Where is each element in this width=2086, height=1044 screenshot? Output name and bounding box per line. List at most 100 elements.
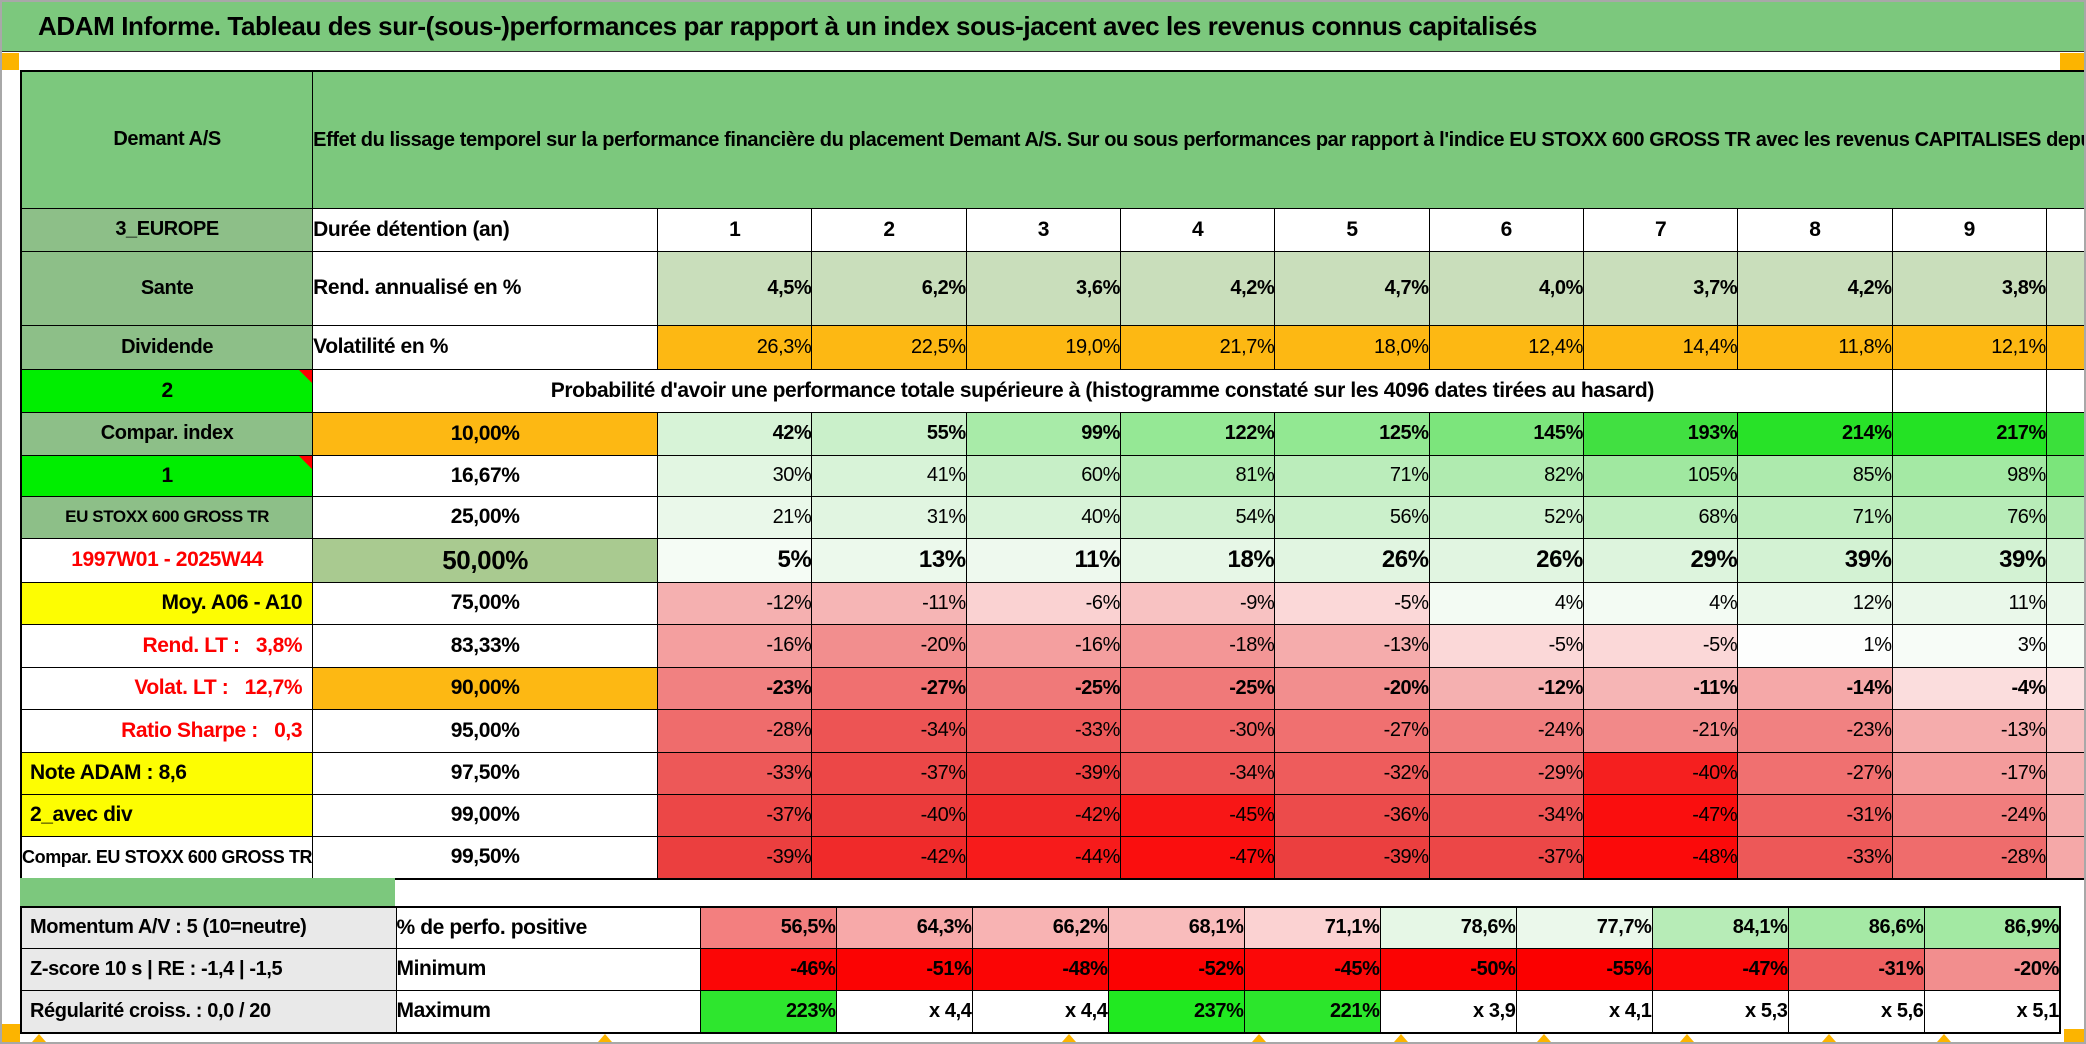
value-cell[interactable]: 99% bbox=[965, 411, 1122, 456]
value-cell[interactable]: -40% bbox=[811, 793, 967, 837]
value-cell[interactable]: 105% bbox=[1582, 454, 1739, 497]
value-cell[interactable]: -20% bbox=[1274, 666, 1430, 710]
metric-label-cell[interactable]: 95,00% bbox=[312, 708, 659, 753]
value-cell[interactable]: 3% bbox=[1891, 623, 2047, 668]
value-cell[interactable]: 71% bbox=[1274, 454, 1430, 497]
value-cell[interactable]: 4% bbox=[1582, 581, 1739, 625]
value-cell[interactable]: 84,1% bbox=[1651, 906, 1789, 949]
value-cell[interactable]: -33% bbox=[965, 708, 1122, 753]
investment-name-cell[interactable]: Demant A/S bbox=[20, 70, 314, 209]
value-cell[interactable]: -29% bbox=[1428, 751, 1584, 795]
value-cell[interactable]: 14,4% bbox=[1582, 324, 1739, 370]
value-cell[interactable]: -39% bbox=[657, 835, 813, 880]
value-cell[interactable]: 4,7% bbox=[1274, 250, 1430, 326]
value-cell[interactable]: -12% bbox=[657, 581, 813, 625]
value-cell[interactable]: -13% bbox=[1274, 623, 1430, 668]
value-cell[interactable]: 54% bbox=[1120, 495, 1276, 539]
value-cell[interactable]: 1 bbox=[657, 207, 813, 252]
value-cell[interactable]: 26,3% bbox=[657, 324, 813, 370]
value-cell[interactable]: x 4,1 bbox=[1515, 989, 1653, 1034]
value-cell[interactable]: x 4,4 bbox=[835, 989, 973, 1034]
value-cell[interactable]: x 4,4 bbox=[971, 989, 1109, 1034]
value-cell[interactable]: -18% bbox=[1120, 623, 1276, 668]
value-cell[interactable]: 26% bbox=[1274, 537, 1430, 583]
value-cell[interactable]: -27% bbox=[811, 666, 967, 710]
value-cell[interactable]: -42% bbox=[965, 793, 1122, 837]
value-cell[interactable]: 6,2% bbox=[811, 250, 967, 326]
value-cell[interactable]: 12,9% bbox=[2045, 324, 2084, 370]
metric-label-cell[interactable]: Minimum bbox=[395, 947, 701, 991]
value-cell[interactable]: -39% bbox=[965, 751, 1122, 795]
value-cell[interactable]: x 5,6 bbox=[1787, 989, 1925, 1034]
row-label-cell[interactable]: Z-score 10 s | RE : -1,4 | -1,5 bbox=[20, 947, 397, 991]
row-label-cell[interactable]: Rend. LT : 3,8% bbox=[20, 623, 314, 668]
value-cell[interactable]: -23% bbox=[657, 666, 813, 710]
metric-label-cell[interactable]: Maximum bbox=[395, 989, 701, 1034]
empty-cell[interactable] bbox=[2045, 368, 2084, 413]
value-cell[interactable]: -31% bbox=[1787, 947, 1925, 991]
value-cell[interactable]: 22,5% bbox=[811, 324, 967, 370]
value-cell[interactable]: 42% bbox=[657, 411, 813, 456]
value-cell[interactable]: 3,3% bbox=[2045, 250, 2084, 326]
value-cell[interactable]: -21% bbox=[1582, 708, 1739, 753]
value-cell[interactable]: -48% bbox=[1582, 835, 1739, 880]
value-cell[interactable]: -51% bbox=[835, 947, 973, 991]
metric-label-cell[interactable]: 99,00% bbox=[312, 793, 659, 837]
value-cell[interactable]: 8 bbox=[1737, 207, 1893, 252]
description-cell[interactable]: Effet du lissage temporel sur la perform… bbox=[312, 70, 2084, 209]
value-cell[interactable]: -24% bbox=[1891, 793, 2047, 837]
value-cell[interactable]: -50% bbox=[1379, 947, 1517, 991]
value-cell[interactable]: 56% bbox=[1274, 495, 1430, 539]
value-cell[interactable]: -28% bbox=[657, 708, 813, 753]
row-label-cell[interactable]: Volat. LT : 12,7% bbox=[20, 666, 314, 710]
value-cell[interactable]: -11% bbox=[2045, 751, 2084, 795]
value-cell[interactable]: -27% bbox=[1737, 751, 1893, 795]
value-cell[interactable]: 56,5% bbox=[699, 906, 837, 949]
value-cell[interactable]: 68,1% bbox=[1107, 906, 1245, 949]
value-cell[interactable]: 41% bbox=[811, 454, 967, 497]
value-cell[interactable]: 10 bbox=[2045, 207, 2084, 252]
row-label-cell[interactable]: 2_avec div bbox=[20, 793, 314, 837]
value-cell[interactable]: -4% bbox=[1891, 666, 2047, 710]
value-cell[interactable]: 86,9% bbox=[1923, 906, 2061, 949]
value-cell[interactable]: -25% bbox=[965, 666, 1122, 710]
row-label-cell[interactable]: Dividende bbox=[20, 324, 314, 370]
metric-label-cell[interactable]: 25,00% bbox=[312, 495, 659, 539]
value-cell[interactable]: 4% bbox=[2045, 623, 2084, 668]
metric-label-cell[interactable]: % de perfo. positive bbox=[395, 906, 701, 949]
value-cell[interactable]: 52% bbox=[1428, 495, 1584, 539]
row-label-cell[interactable]: 1997W01 - 2025W44 bbox=[20, 537, 314, 583]
value-cell[interactable]: 12,4% bbox=[1428, 324, 1584, 370]
value-cell[interactable]: 4,2% bbox=[1737, 250, 1893, 326]
value-cell[interactable]: -47% bbox=[1651, 947, 1789, 991]
value-cell[interactable]: 5 bbox=[1274, 207, 1430, 252]
row-label-cell[interactable]: Ratio Sharpe : 0,3 bbox=[20, 708, 314, 753]
value-cell[interactable]: -12% bbox=[1428, 666, 1584, 710]
value-cell[interactable]: -5% bbox=[1582, 623, 1739, 668]
row-label-cell[interactable]: Compar. index bbox=[20, 411, 314, 456]
value-cell[interactable]: 40% bbox=[965, 495, 1122, 539]
value-cell[interactable]: -47% bbox=[1120, 835, 1276, 880]
value-cell[interactable]: -46% bbox=[699, 947, 837, 991]
value-cell[interactable]: 4,2% bbox=[1120, 250, 1276, 326]
value-cell[interactable]: -13% bbox=[2045, 793, 2084, 837]
value-cell[interactable]: -9% bbox=[2045, 708, 2084, 753]
value-cell[interactable]: -5% bbox=[1428, 623, 1584, 668]
value-cell[interactable]: 71,1% bbox=[1243, 906, 1381, 949]
value-cell[interactable]: 217% bbox=[1891, 411, 2047, 456]
value-cell[interactable]: 6 bbox=[1428, 207, 1584, 252]
value-cell[interactable]: -52% bbox=[1107, 947, 1245, 991]
value-cell[interactable]: 4 bbox=[1120, 207, 1276, 252]
value-cell[interactable]: 3,6% bbox=[965, 250, 1122, 326]
value-cell[interactable]: -25% bbox=[1120, 666, 1276, 710]
value-cell[interactable]: 39% bbox=[1737, 537, 1893, 583]
value-cell[interactable]: 86,6% bbox=[1787, 906, 1925, 949]
value-cell[interactable]: x 5,3 bbox=[1651, 989, 1789, 1034]
value-cell[interactable]: 198% bbox=[2045, 411, 2084, 456]
value-cell[interactable]: -34% bbox=[1428, 793, 1584, 837]
value-cell[interactable]: 55% bbox=[811, 411, 967, 456]
value-cell[interactable]: 71% bbox=[1737, 495, 1893, 539]
value-cell[interactable]: 19,0% bbox=[965, 324, 1122, 370]
value-cell[interactable]: -5% bbox=[1274, 581, 1430, 625]
value-cell[interactable]: -24% bbox=[1428, 708, 1584, 753]
